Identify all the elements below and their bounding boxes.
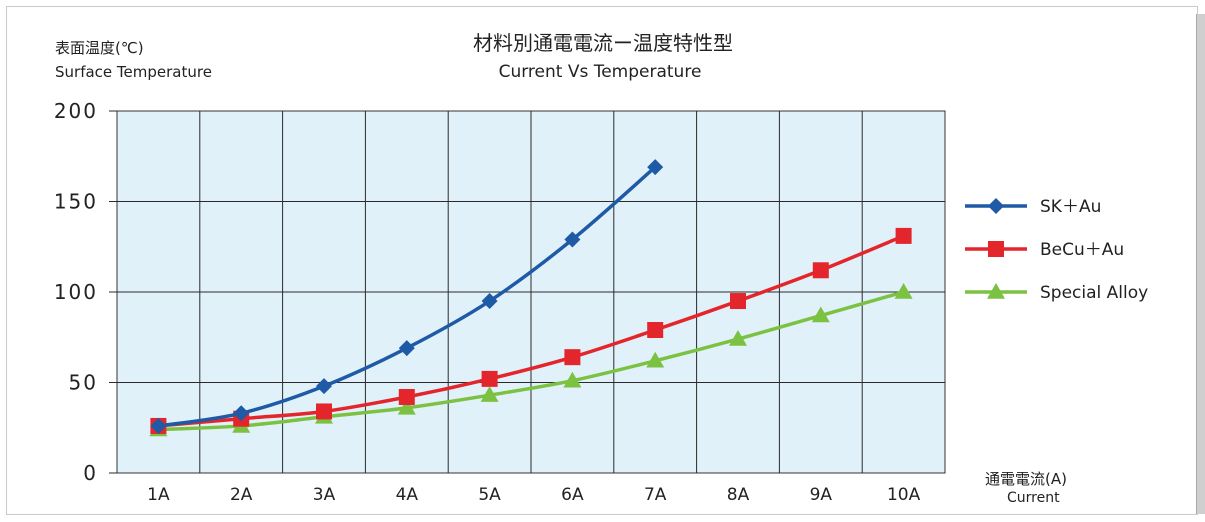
legend-marker (988, 198, 1004, 214)
scroll-edge (1196, 14, 1205, 514)
legend-label: BeCu＋Au (1040, 240, 1124, 260)
x-tick-label: 7A (644, 485, 667, 505)
data-point (397, 398, 416, 415)
y-tick-label: 200 (54, 99, 98, 123)
data-point (894, 283, 913, 299)
data-point (646, 351, 665, 368)
data-point (316, 378, 332, 395)
x-tick-label: 10A (887, 485, 921, 505)
chart-subtitle: Current Vs Temperature (499, 62, 702, 82)
x-tick-label: 5A (478, 485, 501, 505)
x-axis-label: 通電電流(A) (985, 470, 1067, 488)
data-point (564, 231, 581, 248)
y-tick-label: 150 (54, 190, 98, 214)
legend-marker (988, 241, 1004, 257)
legend: SK＋Au BeCu＋Au Special Alloy (965, 197, 1148, 303)
data-point (316, 403, 332, 420)
x-axis-label-en: Current (1007, 490, 1060, 506)
y-tick-label: 100 (54, 280, 98, 304)
x-tick-label: 8A (727, 485, 750, 505)
legend-label: Special Alloy (1040, 283, 1148, 303)
chart-title: 材料別通電電流ー温度特性型 (473, 31, 733, 55)
data-point (647, 159, 664, 176)
series-line (158, 290, 905, 432)
data-point (563, 371, 582, 388)
y-axis-label: 表面温度(℃) (55, 39, 144, 57)
data-point (811, 306, 830, 323)
data-point (895, 227, 912, 244)
x-tick-label: 6A (561, 485, 584, 505)
data-point (480, 386, 499, 402)
data-point (481, 370, 498, 387)
data-point (729, 330, 747, 346)
x-tick-label: 9A (810, 485, 833, 505)
legend-marker (987, 283, 1005, 299)
y-axis-label-en: Surface Temperature (55, 63, 212, 81)
data-point (233, 405, 250, 422)
x-tick-label: 2A (230, 485, 253, 505)
x-tick-label: 1A (147, 485, 170, 505)
data-point (812, 262, 829, 279)
data-point (647, 322, 664, 339)
data-point (398, 340, 415, 357)
x-tick-label: 4A (396, 485, 419, 505)
legend-label: SK＋Au (1040, 197, 1101, 217)
data-point (564, 349, 581, 366)
series-line (158, 234, 905, 428)
plot-area: 0 50 100 150 200 1A 2A 3A 4A 5A 6A 7A 8A 9A 10A (54, 99, 946, 505)
data-point (481, 293, 498, 310)
x-tick-label: 3A (313, 485, 336, 505)
data-point (398, 388, 415, 405)
y-tick-label: 0 (83, 461, 98, 485)
y-tick-label: 50 (69, 371, 98, 395)
data-point (150, 417, 167, 434)
data-point (730, 293, 746, 310)
